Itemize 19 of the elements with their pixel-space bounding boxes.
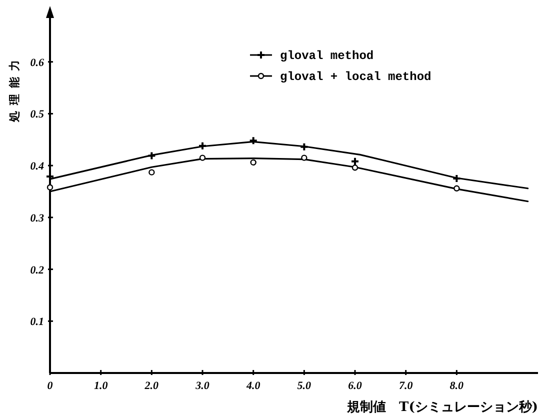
x-axis-title: 規制値 T(シミュレーション秒) [346, 400, 538, 415]
y-axis-title: 処理能力 [8, 54, 21, 123]
y-tick-label: 0.2 [30, 264, 44, 276]
y-tick-label: 0.1 [30, 316, 44, 328]
legend-label: gloval + local method [280, 70, 432, 84]
y-tick-label: 0.3 [30, 212, 44, 224]
x-tick-label: 3.0 [194, 380, 210, 392]
x-tick-label: 7.0 [398, 380, 414, 392]
y-tick-label: 0.4 [30, 160, 44, 173]
x-tick-label: 0 [47, 380, 54, 392]
y-tick-label: 0.5 [30, 108, 44, 121]
legend-label: gloval method [280, 49, 374, 63]
x-tick-label: 8.0 [450, 380, 464, 392]
x-tick-label: 4.0 [245, 380, 261, 392]
x-tick-label: 1.0 [94, 380, 108, 392]
y-tick-label: 0.6 [30, 56, 44, 69]
x-tick-label: 2.0 [144, 380, 160, 392]
x-tick-label: 5.0 [297, 380, 312, 392]
x-tick-label: 6.0 [348, 380, 362, 392]
